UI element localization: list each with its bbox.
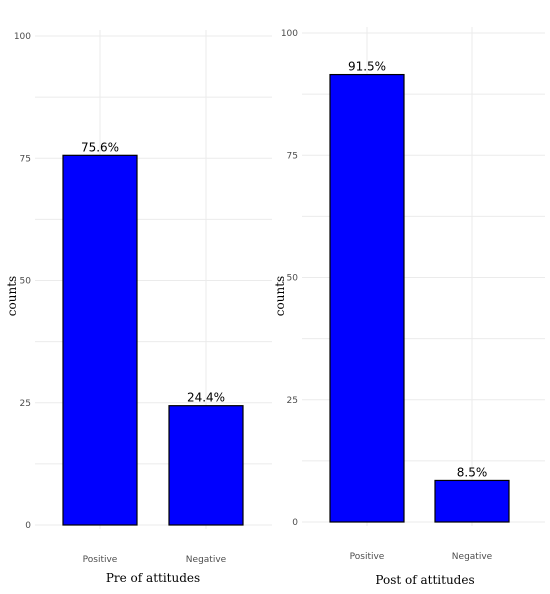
bar-negative xyxy=(168,405,244,526)
y-tick-label: 75 xyxy=(20,154,31,164)
y-tick-label: 0 xyxy=(25,521,31,531)
y-tick-label: 100 xyxy=(281,29,298,39)
data-label-negative: 8.5% xyxy=(457,465,488,479)
y-axis-title: counts xyxy=(273,276,287,316)
x-axis-title: Post of attitudes xyxy=(375,573,474,587)
data-label-positive: 75.6% xyxy=(81,140,119,154)
x-tick-label-negative: Negative xyxy=(452,552,493,562)
x-tick-label-positive: Positive xyxy=(350,552,385,562)
data-label-negative: 24.4% xyxy=(187,391,225,405)
y-tick-label: 0 xyxy=(292,518,298,528)
y-axis-title: counts xyxy=(5,276,19,316)
y-tick-label: 50 xyxy=(20,277,32,287)
y-tick-label: 75 xyxy=(287,151,298,161)
y-tick-label: 25 xyxy=(20,399,31,409)
y-tick-label: 25 xyxy=(287,396,298,406)
x-tick-label-positive: Positive xyxy=(83,555,118,565)
bar-positive xyxy=(329,73,405,523)
bar-positive xyxy=(62,154,138,526)
y-tick-label: 100 xyxy=(14,32,31,42)
y-tick-label: 50 xyxy=(287,274,299,284)
chart-panel-post: 0 25 50 75 100 91.5% Positive 8.5% Negative Post … xyxy=(273,27,545,587)
chart-panel-pre: 0 25 50 75 100 75.6% Positive 24.4% Negative Pre … xyxy=(5,30,272,585)
bar-negative xyxy=(434,479,510,523)
data-label-positive: 91.5% xyxy=(348,60,386,74)
x-tick-label-negative: Negative xyxy=(186,555,227,565)
x-axis-title: Pre of attitudes xyxy=(106,571,200,585)
